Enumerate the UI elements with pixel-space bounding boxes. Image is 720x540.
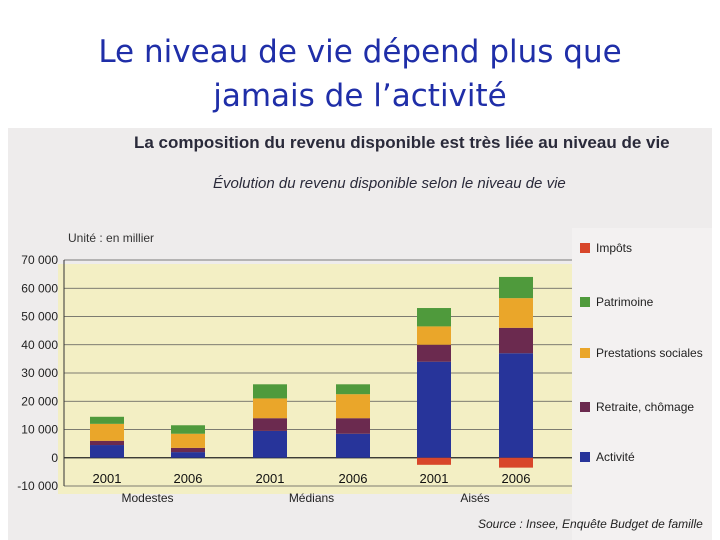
- bar-segment-patrimoine: [90, 416, 124, 424]
- y-tick-label: 10 000: [21, 423, 58, 437]
- bar-segment-patrimoine: [336, 384, 370, 395]
- legend-swatch: [580, 452, 590, 462]
- bar-segment-prestations-sociales: [499, 298, 533, 328]
- legend-label: Patrimoine: [596, 295, 654, 309]
- x-tick-label: 2006: [502, 471, 531, 486]
- legend-swatch: [580, 297, 590, 307]
- x-group-label: Médians: [289, 491, 334, 505]
- bar-segment-activit-: [336, 433, 370, 458]
- bar-segment-activit-: [499, 353, 533, 458]
- y-tick-label: 70 000: [21, 253, 58, 267]
- legend-label: Activité: [596, 450, 635, 464]
- legend-label: Prestations sociales: [596, 346, 703, 360]
- bar-segment-activit-: [171, 452, 205, 458]
- stacked-bar-chart: La composition du revenu disponible est …: [8, 128, 712, 540]
- legend-swatch: [580, 348, 590, 358]
- legend-swatch: [580, 402, 590, 412]
- slide-title-line1: Le niveau de vie dépend plus que: [98, 34, 622, 70]
- legend-label: Impôts: [596, 241, 632, 255]
- bar-segment-imp-ts: [499, 457, 533, 468]
- bar-segment-retraite-ch-mage: [253, 418, 287, 431]
- bar-segment-prestations-sociales: [336, 394, 370, 419]
- y-tick-label: 50 000: [21, 310, 58, 324]
- y-tick-label: 0: [51, 451, 58, 465]
- chart-unit: Unité : en millier: [68, 231, 154, 245]
- bar-segment-activit-: [417, 361, 451, 458]
- y-tick-label: 30 000: [21, 366, 58, 380]
- bar-segment-prestations-sociales: [253, 398, 287, 419]
- y-tick-label: 20 000: [21, 394, 58, 408]
- bar-segment-prestations-sociales: [90, 423, 124, 441]
- y-tick-label: 40 000: [21, 338, 58, 352]
- slide-title: Le niveau de vie dépend plus que jamais …: [20, 30, 700, 118]
- legend-label: Retraite, chômage: [596, 400, 694, 414]
- x-tick-label: 2001: [256, 471, 285, 486]
- x-tick-label: 2006: [174, 471, 203, 486]
- plot-background: [58, 264, 572, 494]
- bar-segment-activit-: [90, 445, 124, 458]
- x-group-label: Aisés: [460, 491, 489, 505]
- y-tick-label: 60 000: [21, 281, 58, 295]
- chart-source: Source : Insee, Enquête Budget de famill…: [478, 517, 703, 531]
- x-tick-label: 2001: [93, 471, 122, 486]
- gridlines: [64, 259, 572, 487]
- bar-segment-patrimoine: [417, 308, 451, 327]
- bars: [90, 276, 533, 468]
- legend: Impôts Patrimoine Prestations sociales Retr…: [580, 241, 703, 464]
- bar-segment-patrimoine: [171, 425, 205, 434]
- slide-title-line2: jamais de l’activité: [213, 78, 507, 114]
- chart-photo: La composition du revenu disponible est …: [8, 128, 712, 540]
- bar-segment-retraite-ch-mage: [417, 344, 451, 362]
- bar-segment-retraite-ch-mage: [336, 418, 370, 434]
- bar-segment-prestations-sociales: [171, 433, 205, 448]
- bar-segment-prestations-sociales: [417, 326, 451, 345]
- y-axis: -10 000 0 10 000 20 000 30 000 40 000 50 000 60…: [17, 253, 65, 493]
- chart-subtitle: Évolution du revenu disponible selon le …: [213, 175, 566, 192]
- x-group-label: Modestes: [121, 491, 173, 505]
- bar-segment-retraite-ch-mage: [499, 327, 533, 354]
- bar-segment-retraite-ch-mage: [90, 440, 124, 446]
- y-tick-label: -10 000: [17, 479, 58, 493]
- bar-segment-activit-: [253, 430, 287, 458]
- bar-segment-retraite-ch-mage: [171, 447, 205, 453]
- legend-swatch: [580, 243, 590, 253]
- bar-segment-patrimoine: [253, 384, 287, 399]
- chart-title: La composition du revenu disponible est …: [134, 133, 670, 152]
- x-tick-label: 2006: [339, 471, 368, 486]
- bar-segment-patrimoine: [499, 276, 533, 299]
- x-tick-label: 2001: [420, 471, 449, 486]
- bar-segment-imp-ts: [417, 457, 451, 465]
